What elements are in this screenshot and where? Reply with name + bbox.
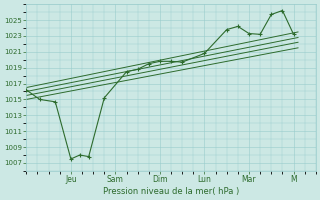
X-axis label: Pression niveau de la mer( hPa ): Pression niveau de la mer( hPa ) [103,187,239,196]
